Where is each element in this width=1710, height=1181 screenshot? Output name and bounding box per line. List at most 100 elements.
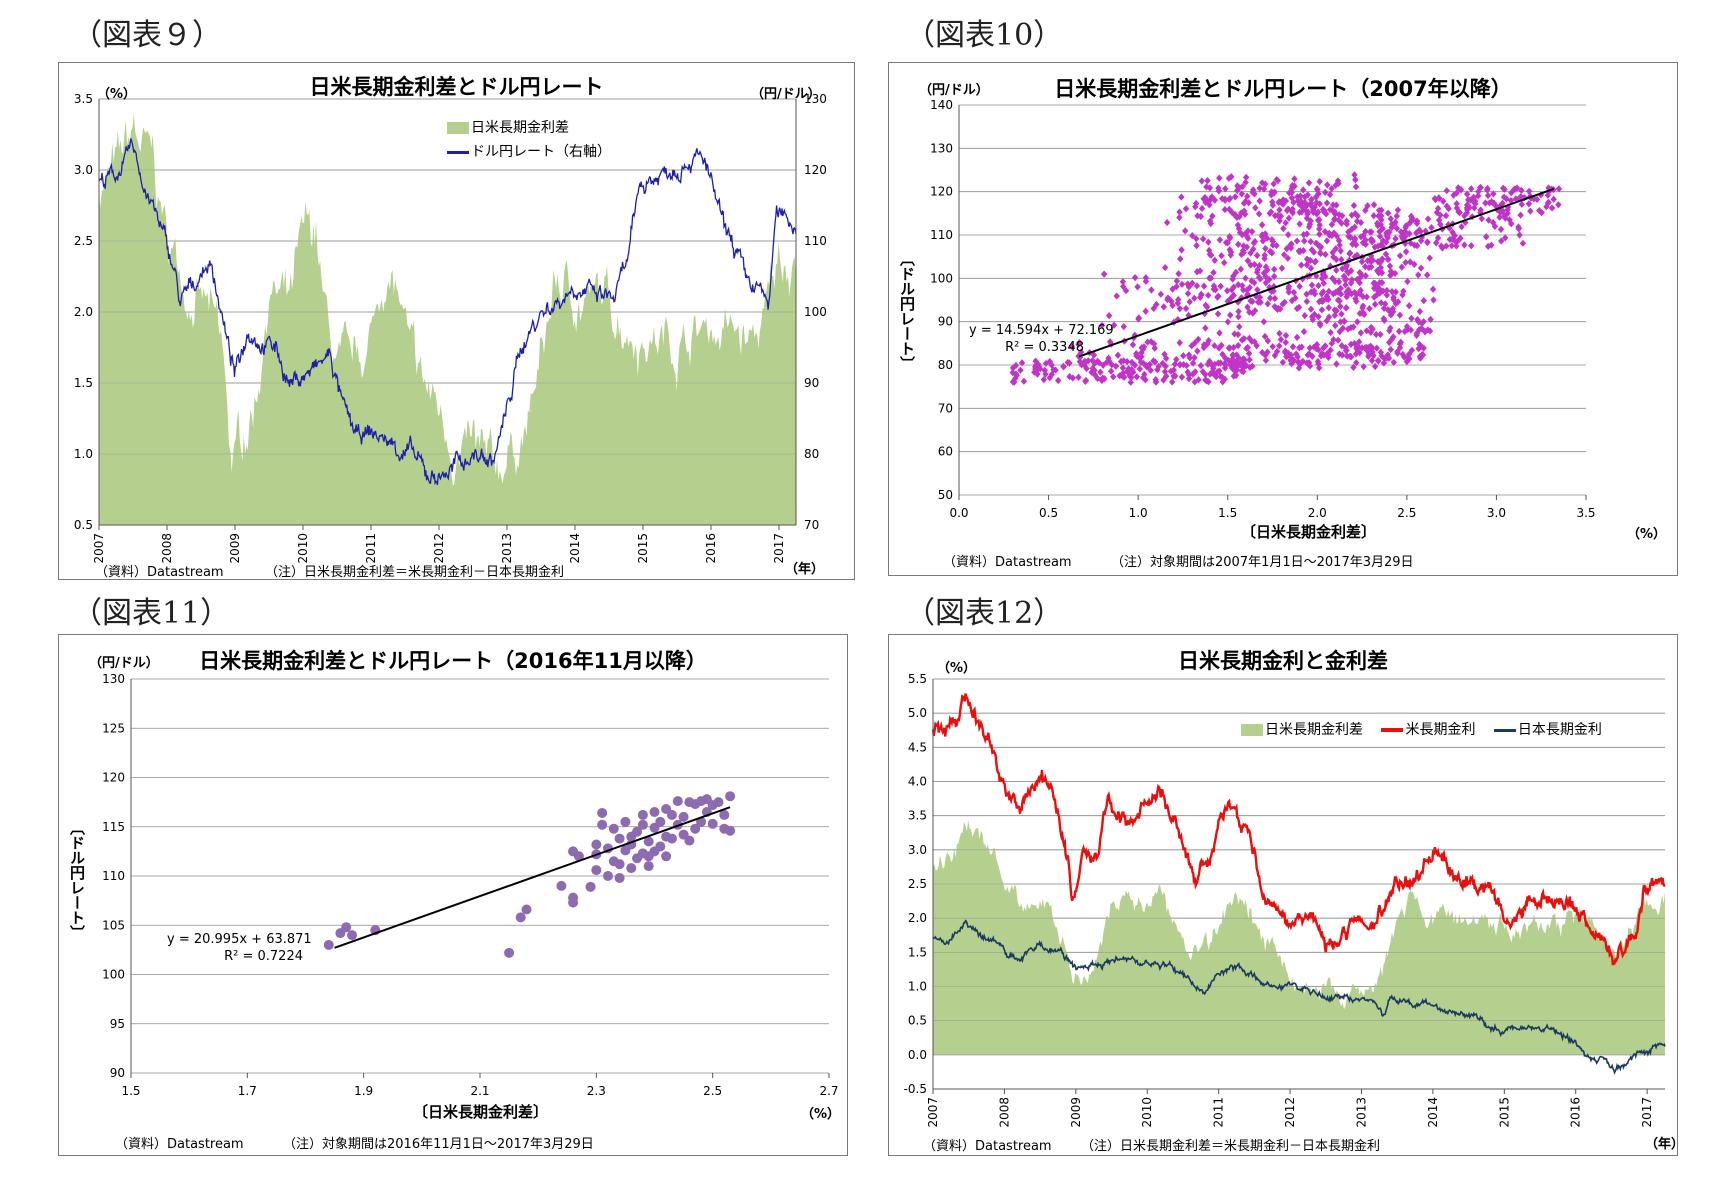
chart-10-equation: y = 14.594x + 72.169 R² = 0.3348 [969,322,1114,356]
scatter-point [1342,304,1350,312]
legend-swatch-area [447,122,469,134]
scatter-point [1470,193,1477,201]
scatter-point [1433,208,1441,217]
scatter-point [1550,195,1557,203]
scatter-point [1120,323,1127,331]
scatter-point [1252,204,1259,212]
scatter-point [1269,241,1277,249]
scatter-point [1269,343,1276,351]
scatter-point [1371,300,1379,308]
scatter-point [1068,342,1075,350]
scatter-point [1377,212,1385,220]
scatter-point [1214,310,1222,318]
scatter-point [1232,193,1239,201]
chart-10-ytick-label: 60 [938,445,953,459]
scatter-point [1453,189,1460,197]
scatter-point [1300,247,1307,255]
scatter-point [1525,187,1533,195]
scatter-point [1256,197,1263,205]
scatter-point [1384,228,1391,237]
chart-10-xtick-label: 0.5 [1039,506,1058,520]
equation-text: y = 14.594x + 72.169 [969,323,1114,338]
scatter-point [1374,221,1382,230]
chart-10-ylabel: 〔ドル円レート〕 [898,251,916,371]
scatter-point [1151,344,1158,352]
scatter-point [1508,220,1515,228]
scatter-point [1461,241,1468,249]
legend-swatch-line [447,150,469,154]
scatter-point [1185,351,1193,359]
scatter-point [1194,347,1201,355]
scatter-point [1408,346,1416,354]
scatter-point [1497,202,1504,210]
chart-9-xtick-label: 2007 [92,533,106,564]
scatter-point [1309,206,1317,214]
scatter-point [1217,282,1224,290]
chart-10-title: 日米長期金利差とドル円レート（2007年以降） [1054,77,1512,101]
scatter-point [1176,213,1183,222]
scatter-point [1497,225,1505,233]
scatter-point [1490,190,1497,198]
scatter-point [1243,286,1251,294]
scatter-point [1196,267,1204,275]
scatter-point [1316,177,1323,186]
scatter-point [1151,358,1159,366]
scatter-point [1304,351,1312,359]
scatter-point [1296,282,1303,290]
scatter-point [1216,174,1223,182]
scatter-point [1407,258,1414,266]
scatter-point [1163,218,1171,227]
chart-11-xtick-label: 1.9 [354,1084,373,1098]
scatter-point [1360,363,1367,371]
chart-9-xtick-label: 2011 [364,533,378,564]
scatter-point [1218,252,1225,260]
scatter-point [1269,201,1277,209]
scatter-point [1046,374,1053,382]
scatter-point [1293,237,1301,245]
chart-12-xtick-label: 2007 [926,1097,940,1128]
scatter-point [1075,340,1082,348]
scatter-point [672,796,683,807]
scatter-point [690,823,701,834]
scatter-point [666,809,677,820]
scatter-point [1205,246,1213,255]
chart-12-ytick-label: 4.5 [908,740,927,754]
scatter-point [1113,292,1120,300]
scatter-point [608,823,619,834]
scatter-point [1013,371,1020,379]
scatter-point [1393,212,1400,220]
scatter-point [1315,282,1322,290]
chart-12-title: 日米長期金利と金利差 [1178,649,1388,673]
chart-11-xtick-label: 2.3 [587,1084,606,1098]
scatter-point [1176,305,1184,313]
scatter-point [1370,212,1377,220]
scatter-point [620,816,631,827]
chart-12-xtick-label: 2016 [1569,1097,1583,1128]
scatter-point [1215,187,1223,195]
scatter-point [1354,318,1361,326]
scatter-point [1287,351,1295,359]
scatter-point [1478,215,1485,223]
scatter-point [1408,314,1415,323]
scatter-point [1362,227,1369,236]
scatter-point [1054,376,1062,385]
spread-area [933,820,1665,1055]
scatter-point [1368,228,1375,236]
scatter-point [632,826,643,837]
chart-9-ytick-label: 0.5 [74,518,93,532]
scatter-point [1117,357,1125,366]
scatter-point [1142,277,1150,285]
chart-9-y2tick-label: 130 [804,92,827,106]
scatter-point [556,880,567,891]
us-yield-line [931,693,1666,966]
scatter-point [1208,193,1216,201]
scatter-point [1239,182,1246,191]
scatter-point [1324,349,1331,358]
chart-9-legend-usdjpy: ドル円レート（右軸） [447,141,611,161]
scatter-point [1484,242,1492,250]
scatter-point [1330,336,1337,344]
scatter-point [1105,312,1113,320]
scatter-point [1123,358,1131,366]
scatter-point [1290,288,1298,297]
scatter-point [1413,217,1421,225]
